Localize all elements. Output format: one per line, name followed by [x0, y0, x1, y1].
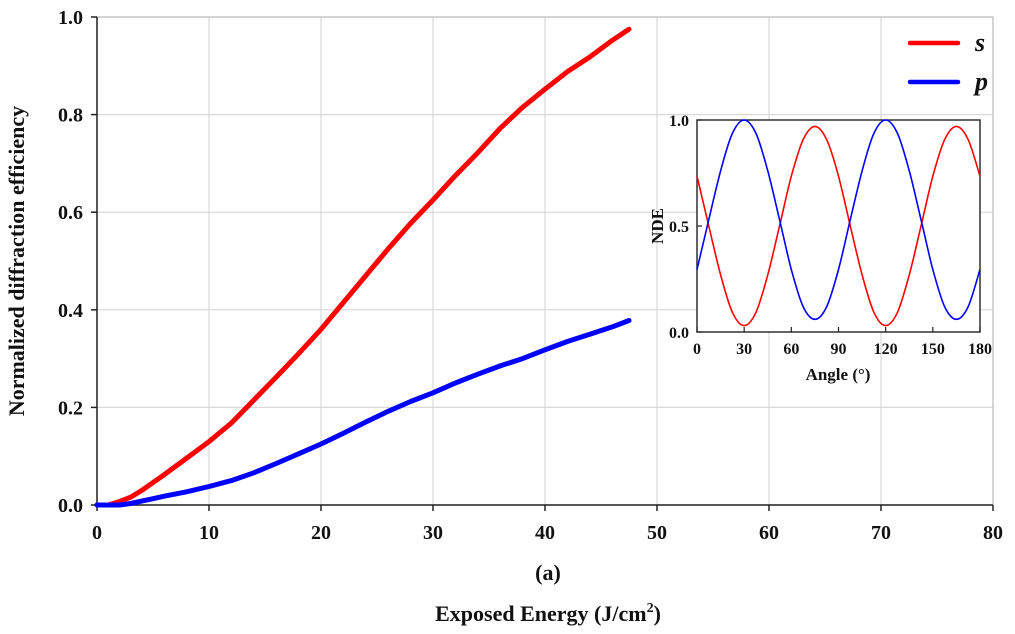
inset-x-axis-title: Angle (°) [806, 365, 871, 384]
inset-series [696, 119, 981, 327]
main-x-tick-label: 0 [92, 522, 102, 544]
inset-y-tick-label: 0.5 [669, 219, 689, 236]
inset-background [697, 120, 980, 332]
main-y-tick-label: 0.8 [58, 105, 83, 127]
main-x-tick-label: 40 [535, 522, 555, 544]
legend-label-s: s [974, 28, 985, 57]
inset-y-axis-title: NDE [648, 208, 667, 244]
legend-label-p: p [973, 67, 988, 96]
inset-x-tick-label: 60 [783, 341, 799, 358]
inset-ticks: 0 30 60 90 120 150 180 0.0 0.5 1.0 [669, 113, 992, 358]
main-series-line-p [94, 318, 632, 508]
main-x-axis-title-superscript: 2 [647, 601, 654, 616]
main-y-axis-title: Normalized diffraction efficiency [4, 106, 29, 416]
main-y-tick-label: 0.2 [58, 397, 83, 419]
inset-series-line-s [696, 125, 981, 327]
main-x-tick-label: 20 [311, 522, 331, 544]
main-y-tick-label: 0.6 [58, 202, 83, 224]
inset-series-line-p [696, 119, 981, 321]
figure-caption: (a) [535, 560, 561, 585]
legend: s p [907, 28, 988, 96]
inset-x-tick-label: 90 [831, 341, 847, 358]
inset-x-tick-label: 120 [874, 341, 898, 358]
inset-x-tick-label: 0 [693, 341, 701, 358]
main-y-tick-label: 0.0 [58, 495, 83, 517]
inset-x-tick-label: 30 [736, 341, 752, 358]
main-y-tick-label: 1.0 [58, 7, 83, 29]
main-x-tick-label: 50 [647, 522, 667, 544]
main-x-axis-title: Exposed Energy (J/cm2) [435, 601, 661, 626]
main-x-tick-label: 10 [199, 522, 219, 544]
main-series [94, 26, 632, 508]
inset-y-tick-label: 0.0 [669, 325, 689, 342]
inset-y-tick-label: 1.0 [669, 113, 689, 130]
main-ticks: 0 10 20 30 40 50 60 70 80 0.0 0.2 0.4 0.6 0.8 1.0 [58, 7, 1003, 544]
main-x-tick-label: 60 [759, 522, 779, 544]
main-x-axis-title-end: ) [654, 601, 661, 626]
main-x-axis-title-text: Exposed Energy (J/cm [435, 601, 646, 626]
main-y-tick-label: 0.4 [58, 300, 83, 322]
main-series-line-s [94, 26, 632, 508]
main-x-tick-label: 80 [983, 522, 1003, 544]
main-x-tick-label: 70 [871, 522, 891, 544]
inset-chart: 0 30 60 90 120 150 180 0.0 0.5 1.0 NDE Angle (°) [648, 113, 992, 384]
inset-x-tick-label: 150 [921, 341, 945, 358]
inset-x-tick-label: 180 [968, 341, 992, 358]
main-x-tick-label: 30 [423, 522, 443, 544]
